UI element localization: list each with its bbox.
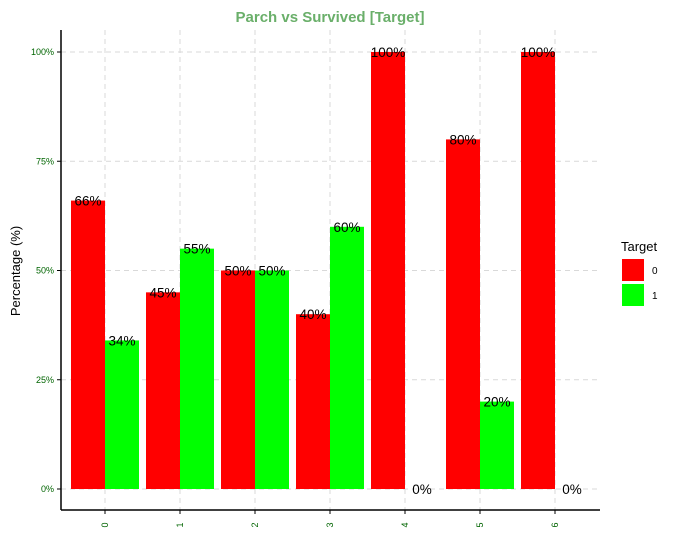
- bar-target-1-parch-2: [255, 270, 289, 489]
- x-tick-label: 2: [250, 522, 260, 527]
- bar-target-0-parch-4: [371, 52, 405, 489]
- value-label: 50%: [224, 264, 251, 279]
- value-labels-group: 66% 34% 45% 55% 50% 50% 40% 60% 100% 0% 80% 20% 100%…: [74, 45, 581, 497]
- bar-target-0-parch-3: [296, 314, 330, 489]
- value-label: 34%: [108, 333, 135, 348]
- y-tick-label: 100%: [31, 47, 54, 57]
- x-tick-label: 3: [325, 522, 335, 527]
- bar-target-1-parch-3: [330, 226, 364, 490]
- x-tick-label: 5: [475, 522, 485, 527]
- legend-swatch-1: [622, 284, 644, 306]
- y-ticks-group: 0% 25% 50% 75% 100%: [31, 47, 61, 494]
- bar-target-1-parch-5: [480, 401, 514, 489]
- bar-target-0-parch-0: [71, 200, 105, 489]
- legend-label-1: 1: [652, 291, 658, 302]
- x-tick-label: 4: [400, 522, 410, 527]
- y-tick-label: 0%: [41, 484, 54, 494]
- value-label: 50%: [258, 264, 285, 279]
- bar-target-0-parch-2: [221, 270, 255, 489]
- legend-label-0: 0: [652, 266, 658, 277]
- value-label: 60%: [333, 220, 360, 235]
- x-ticks-group: 0 1 2 3 4 5 6: [100, 510, 560, 528]
- legend: Target 0 1: [621, 239, 658, 306]
- value-label: 66%: [74, 194, 101, 209]
- value-label: 45%: [149, 285, 176, 300]
- x-tick-label: 1: [175, 522, 185, 527]
- y-tick-label: 50%: [36, 266, 54, 276]
- y-tick-label: 75%: [36, 156, 54, 166]
- legend-title: Target: [621, 239, 658, 254]
- value-label: 55%: [183, 242, 210, 257]
- value-label: 100%: [521, 45, 556, 60]
- value-label: 100%: [371, 45, 406, 60]
- legend-swatch-0: [622, 259, 644, 281]
- value-label: 20%: [483, 395, 510, 410]
- value-label: 40%: [299, 307, 326, 322]
- bar-target-1-parch-1: [180, 248, 214, 489]
- bar-target-0-parch-1: [146, 292, 180, 489]
- y-axis-label: Percentage (%): [8, 226, 23, 316]
- x-tick-label: 6: [550, 522, 560, 527]
- value-label: 0%: [562, 482, 582, 497]
- bar-target-0-parch-5: [446, 139, 480, 489]
- bar-target-0-parch-6: [521, 52, 555, 489]
- y-tick-label: 25%: [36, 375, 54, 385]
- chart-title: Parch vs Survived [Target]: [236, 9, 425, 26]
- value-label: 0%: [412, 482, 432, 497]
- value-label: 80%: [449, 132, 476, 147]
- bars-group: [71, 52, 555, 490]
- bar-target-1-parch-0: [105, 340, 139, 489]
- x-tick-label: 0: [100, 522, 110, 527]
